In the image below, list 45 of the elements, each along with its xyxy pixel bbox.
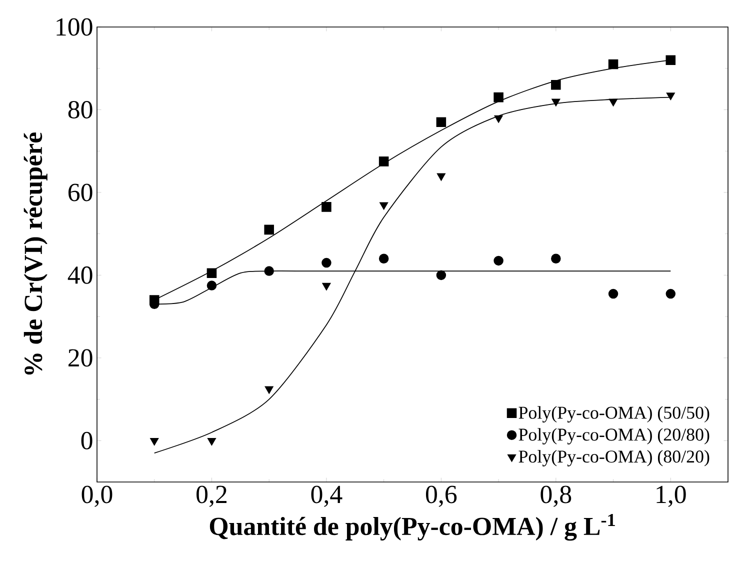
point bbox=[264, 266, 274, 276]
point bbox=[552, 98, 560, 106]
point bbox=[322, 202, 332, 212]
y-tick-label: 80 bbox=[68, 100, 92, 118]
point bbox=[608, 98, 618, 106]
point bbox=[551, 254, 561, 264]
point bbox=[436, 173, 446, 181]
point bbox=[207, 438, 216, 446]
point bbox=[378, 156, 389, 166]
point bbox=[666, 92, 675, 100]
point bbox=[380, 202, 388, 210]
x-tick-label: 0,8 bbox=[540, 486, 572, 507]
legend-label: Poly(Py-co-OMA) (50/50) bbox=[518, 406, 710, 423]
y-tick-label: 40 bbox=[68, 266, 92, 284]
legend-label: Poly(Py-co-OMA) (20/80) bbox=[518, 428, 710, 444]
point bbox=[608, 59, 618, 70]
point bbox=[322, 258, 332, 268]
y-tick-label: 100 bbox=[56, 18, 92, 36]
x-tick-label: 0,4 bbox=[311, 486, 342, 507]
point bbox=[608, 288, 618, 299]
legend-label: Poly(Py-co-OMA) (80/20) bbox=[518, 450, 710, 466]
point bbox=[436, 270, 446, 280]
point bbox=[264, 224, 274, 235]
point bbox=[436, 117, 446, 128]
point bbox=[150, 438, 159, 446]
point bbox=[666, 288, 676, 299]
point bbox=[551, 80, 561, 90]
point bbox=[494, 92, 504, 102]
y-tick-label: 60 bbox=[68, 184, 92, 202]
x-tick-label: 0,6 bbox=[426, 486, 457, 507]
point bbox=[206, 268, 217, 278]
point bbox=[494, 256, 504, 266]
x-tick-label: 0,2 bbox=[196, 486, 226, 507]
point bbox=[666, 55, 676, 65]
point bbox=[206, 280, 217, 290]
y-axis-title: % de Cr(VI) récupéré bbox=[24, 132, 48, 374]
point bbox=[378, 254, 389, 264]
y-tick-label: 20 bbox=[68, 349, 92, 367]
y-tick-label: 0 bbox=[81, 432, 92, 450]
point bbox=[494, 115, 503, 123]
x-tick-label: 1,0 bbox=[656, 486, 686, 507]
point bbox=[322, 282, 331, 290]
x-tick-label: 0,0 bbox=[82, 486, 112, 507]
point bbox=[264, 386, 274, 394]
x-axis-title: Quantité de poly(Py-co-OMA) / g L$^{-1}$ bbox=[210, 514, 615, 541]
